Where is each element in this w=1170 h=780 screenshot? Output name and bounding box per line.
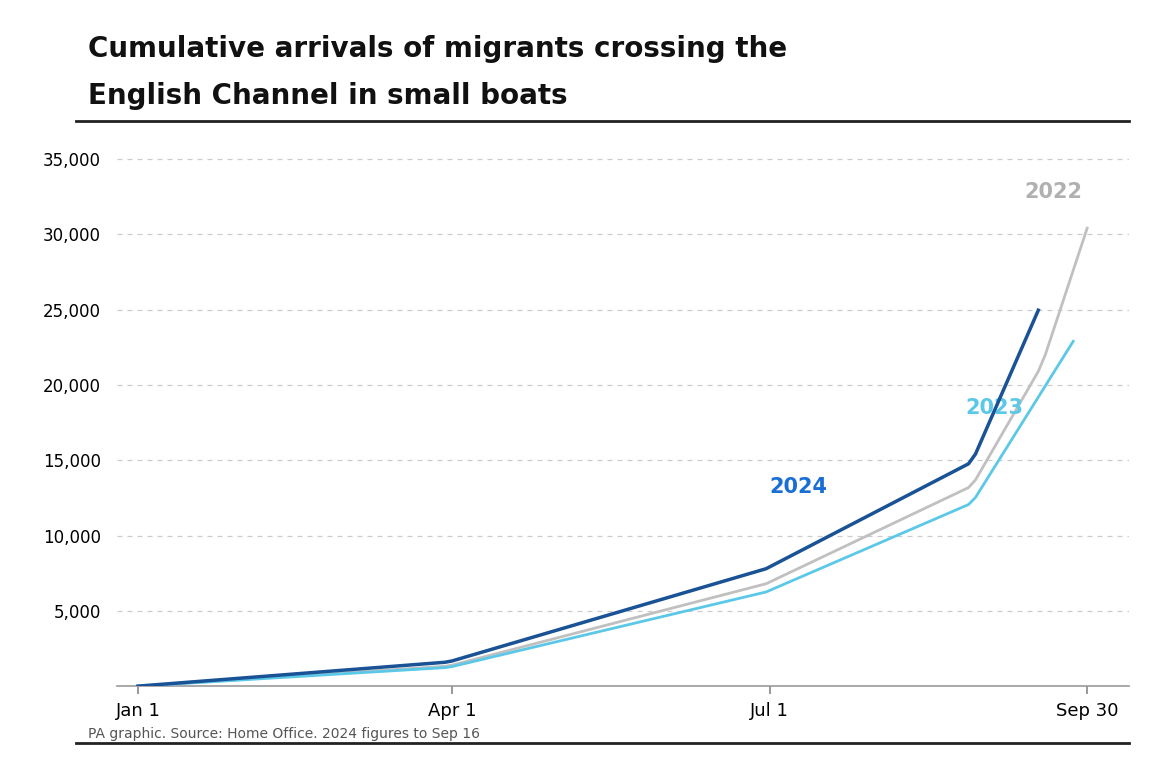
Text: PA graphic. Source: Home Office. 2024 figures to Sep 16: PA graphic. Source: Home Office. 2024 fi… <box>88 727 480 741</box>
Text: 2022: 2022 <box>1025 182 1082 202</box>
Text: Cumulative arrivals of migrants crossing the: Cumulative arrivals of migrants crossing… <box>88 35 787 63</box>
Text: 2024: 2024 <box>770 477 827 498</box>
Text: 2023: 2023 <box>965 398 1023 417</box>
Text: English Channel in small boats: English Channel in small boats <box>88 82 567 110</box>
